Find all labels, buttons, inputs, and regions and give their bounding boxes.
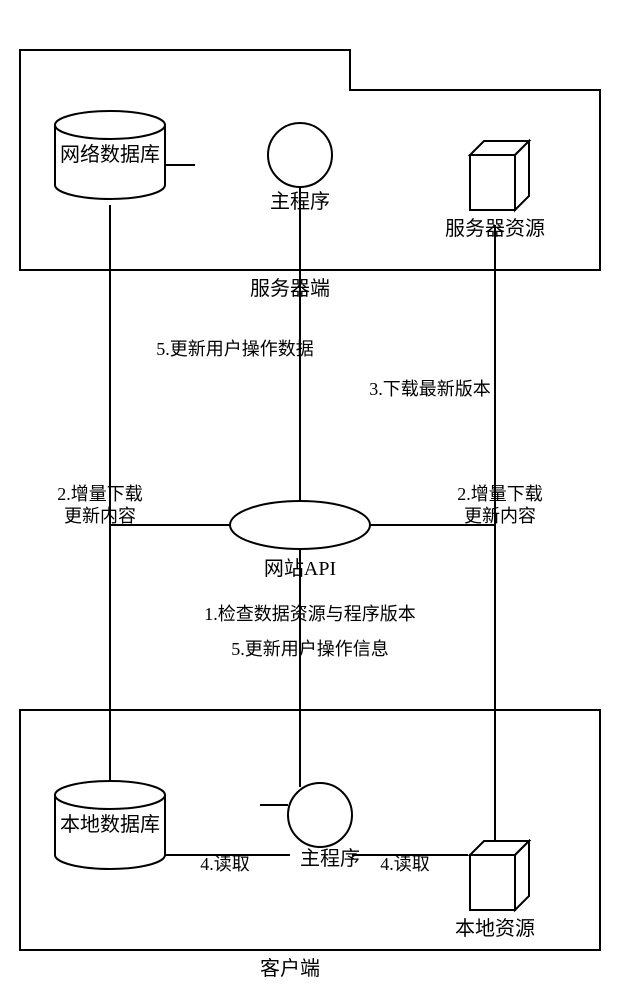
edge-label-l3: 3.下载最新版本 — [369, 379, 491, 399]
edge-label-l4_right-line0: 4.读取 — [380, 854, 430, 874]
local-database-label: 本地数据库 — [60, 813, 160, 836]
edge-label-l4_right: 4.读取 — [380, 854, 430, 874]
edge-label-l2_left-line1: 更新内容 — [64, 506, 136, 526]
server-resource: 服务器资源 — [445, 141, 545, 240]
server-main-program: 主程序 — [268, 123, 332, 213]
web-api: 网站API — [230, 501, 370, 580]
network-database-label: 网络数据库 — [60, 143, 160, 166]
edge-label-l4_left-line0: 4.读取 — [200, 854, 250, 874]
local-resource-label: 本地资源 — [455, 917, 535, 940]
edge-label-l2_left-line0: 2.增量下载 — [57, 484, 143, 504]
edge-label-l2_left: 2.增量下载更新内容 — [57, 484, 143, 526]
server-region-label: 服务器端 — [250, 277, 330, 300]
architecture-diagram: 服务器端客户端网络数据库主程序服务器资源网站API本地数据库主程序本地资源2.增… — [0, 0, 619, 1000]
network-database: 网络数据库 — [55, 111, 165, 199]
edge-label-l2_right-line0: 2.增量下载 — [457, 484, 543, 504]
edge-label-l5_top-line0: 5.更新用户操作数据 — [156, 339, 314, 359]
local-database: 本地数据库 — [55, 781, 165, 869]
edge-label-l2_right: 2.增量下载更新内容 — [457, 484, 543, 526]
edge-label-l3-line0: 3.下载最新版本 — [369, 379, 491, 399]
server-main-program-label: 主程序 — [270, 190, 330, 213]
edge-label-l5_top: 5.更新用户操作数据 — [156, 339, 314, 359]
client-main-program-label: 主程序 — [300, 847, 360, 870]
edge-label-l5_bot-line0: 5.更新用户操作信息 — [231, 639, 389, 659]
web-api-label: 网站API — [264, 557, 336, 580]
edge-label-l1: 1.检查数据资源与程序版本 — [204, 604, 416, 624]
edge-label-l5_bot: 5.更新用户操作信息 — [231, 639, 389, 659]
client-main-program: 主程序 — [288, 783, 360, 870]
edge-label-l1-line0: 1.检查数据资源与程序版本 — [204, 604, 416, 624]
edge-label-l4_left: 4.读取 — [200, 854, 250, 874]
edge-label-l2_right-line1: 更新内容 — [464, 506, 536, 526]
server-resource-label: 服务器资源 — [445, 217, 545, 240]
client-region-label: 客户端 — [260, 957, 320, 980]
